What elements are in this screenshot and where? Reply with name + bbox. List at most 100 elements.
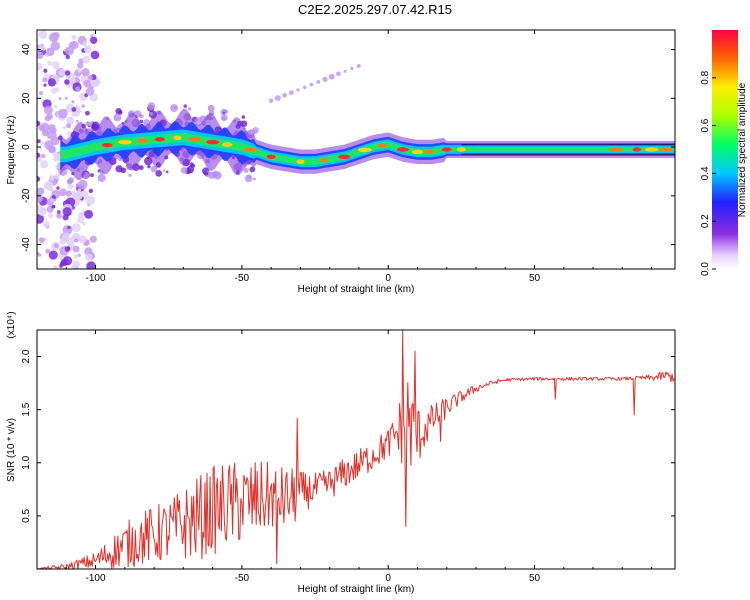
spectrogram-speckle bbox=[113, 113, 122, 122]
spectrogram-speckle bbox=[54, 173, 60, 179]
spectrogram-peak bbox=[609, 147, 623, 152]
spectrogram-speckle bbox=[316, 80, 321, 84]
spectrogram-speckle bbox=[46, 113, 53, 120]
snr-y-tick-label: 2.0 bbox=[21, 349, 32, 363]
spectrogram-speckle bbox=[43, 105, 53, 115]
spectrogram-speckle bbox=[75, 86, 81, 92]
spectrogram-speckle bbox=[65, 54, 70, 60]
snr-x-tick-label: -100 bbox=[86, 573, 106, 584]
spectrogram-speckle bbox=[118, 110, 123, 115]
spectrogram-speckle bbox=[90, 173, 94, 178]
snr-plot-area bbox=[37, 330, 675, 569]
spectrogram-speckle bbox=[56, 186, 60, 190]
spectrogram-speckle bbox=[213, 171, 222, 180]
spectrogram-peak bbox=[319, 158, 328, 163]
spectrogram-speckle bbox=[48, 124, 56, 132]
spectrogram-x-tick-label: -100 bbox=[86, 273, 106, 284]
spectrogram-peak bbox=[338, 154, 351, 160]
spectrogram-peak bbox=[441, 147, 452, 152]
spectrogram-speckle bbox=[221, 116, 226, 121]
spectrogram-speckle bbox=[288, 90, 294, 96]
spectrogram-speckle bbox=[253, 177, 256, 181]
spectrogram-speckle bbox=[47, 212, 54, 219]
spectrogram-speckle bbox=[71, 232, 81, 242]
spectrogram-y-tick-label: 40 bbox=[21, 44, 32, 56]
spectrogram-speckle bbox=[59, 238, 66, 245]
spectrogram-speckle bbox=[50, 87, 58, 94]
spectrogram-speckle bbox=[356, 63, 361, 68]
spectrogram-speckle bbox=[72, 245, 80, 253]
spectrogram-speckle bbox=[48, 250, 58, 260]
spectrogram-speckle bbox=[162, 168, 166, 172]
spectrogram-speckle bbox=[203, 171, 209, 176]
spectrogram-peak bbox=[154, 137, 166, 142]
spectrogram-speckle bbox=[83, 45, 92, 54]
spectrogram-speckle bbox=[37, 207, 47, 216]
spectrogram-peak bbox=[632, 147, 642, 152]
spectrogram-speckle bbox=[140, 114, 144, 118]
spectrogram-speckle bbox=[90, 34, 94, 38]
snr-frame bbox=[36, 329, 676, 570]
spectrogram-speckle bbox=[37, 51, 44, 60]
spectrogram-speckle bbox=[120, 167, 127, 174]
spectrogram-panel: -100 -50 0 50 -40 -20 0 20 40 Height of straight… bbox=[6, 29, 676, 295]
spectrogram-speckle bbox=[186, 165, 195, 174]
spectrogram-speckle bbox=[58, 108, 68, 119]
spectrogram-peak bbox=[206, 139, 220, 145]
spectrogram-speckle bbox=[328, 73, 335, 80]
spectrogram-speckle bbox=[74, 191, 83, 200]
spectrogram-speckle bbox=[48, 174, 55, 181]
snr-x-tick-label: 0 bbox=[385, 573, 391, 584]
colorbar-tick-label: 0.2 bbox=[700, 214, 711, 228]
spectrogram-speckle bbox=[49, 32, 59, 43]
spectrogram-x-tick-label: 50 bbox=[529, 273, 541, 284]
spectrogram-speckle bbox=[77, 216, 85, 224]
colorbar-gradient bbox=[712, 30, 738, 269]
spectrogram-peak bbox=[424, 149, 434, 155]
spectrogram-peak bbox=[357, 147, 372, 153]
spectrogram-speckle bbox=[54, 105, 58, 109]
spectrogram-speckle bbox=[43, 68, 48, 73]
spectrogram-speckle bbox=[336, 71, 341, 77]
spectrogram-speckle bbox=[87, 74, 94, 81]
spectrogram-speckle bbox=[73, 254, 79, 259]
spectrogram-speckle bbox=[37, 120, 41, 127]
spectrogram-speckle bbox=[77, 253, 82, 257]
snr-x-tick-label: -50 bbox=[235, 573, 250, 584]
spectrogram-peak bbox=[188, 137, 202, 142]
spectrogram-speckle bbox=[343, 69, 347, 73]
spectrogram-speckle bbox=[207, 104, 215, 112]
spectrogram-speckle bbox=[56, 210, 61, 214]
spectrogram-speckle bbox=[42, 77, 48, 83]
spectrogram-speckle bbox=[45, 47, 55, 57]
spectrogram-x-tick-label: 0 bbox=[385, 273, 391, 284]
spectrogram-speckle bbox=[62, 214, 69, 221]
spectrogram-speckle bbox=[51, 204, 56, 209]
spectrogram-speckle bbox=[84, 209, 94, 219]
spectrogram-speckle bbox=[86, 261, 96, 269]
snr-y-multiplier: (x10⁴) bbox=[6, 311, 17, 338]
snr-panel: -100 -50 0 50 0.5 1.0 1.5 2.0 Height of straigh… bbox=[6, 311, 676, 595]
spectrogram-speckle bbox=[43, 83, 47, 87]
spectrogram-speckle bbox=[77, 179, 88, 190]
spectrogram-speckle bbox=[147, 102, 156, 110]
snr-y-tick-label: 1.0 bbox=[21, 455, 32, 469]
spectrogram-speckle bbox=[53, 156, 59, 162]
spectrogram-speckle bbox=[71, 264, 76, 269]
spectrogram-speckle bbox=[147, 165, 151, 169]
spectrogram-speckle bbox=[85, 110, 90, 116]
spectrogram-speckle bbox=[268, 98, 274, 103]
spectrogram-speckle bbox=[38, 30, 48, 39]
snr-y-axis-title: SNR (10 * v/v) bbox=[6, 418, 17, 482]
spectrogram-speckle bbox=[40, 122, 51, 133]
snr-y-tick-label: 1.5 bbox=[21, 402, 32, 416]
spectrogram-speckle bbox=[82, 55, 91, 64]
spectrogram-speckle bbox=[66, 246, 71, 250]
colorbar-ticks: 0.0 0.2 0.4 0.6 0.8 bbox=[700, 70, 716, 276]
spectrogram-peak bbox=[296, 159, 305, 164]
spectrogram-speckle bbox=[65, 46, 75, 56]
spectrogram-speckle bbox=[37, 176, 41, 182]
spectrogram-speckle bbox=[40, 153, 46, 159]
spectrogram-speckle bbox=[71, 223, 81, 233]
